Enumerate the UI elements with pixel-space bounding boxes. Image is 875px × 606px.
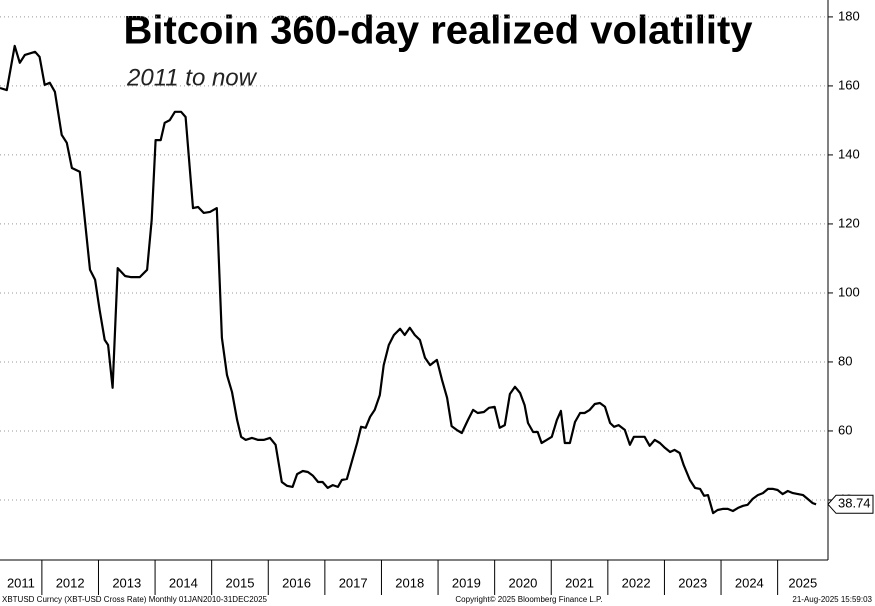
line xyxy=(0,44,817,515)
y-tick-label: 120 xyxy=(838,215,860,230)
x-tick-label: 2012 xyxy=(56,575,85,590)
x-tick-label: 2025 xyxy=(788,575,817,590)
x-tick-label: 2018 xyxy=(395,575,424,590)
x-tick-label: 2017 xyxy=(339,575,368,590)
x-tick-label: 2022 xyxy=(622,575,651,590)
x-tick-label: 2019 xyxy=(452,575,481,590)
x-tick-label: 2021 xyxy=(565,575,594,590)
footer-timestamp: 21-Aug-2025 15:59:03 xyxy=(792,595,872,604)
footer-source: XBTUSD Curncy (XBT-USD Cross Rate) Month… xyxy=(2,595,268,604)
x-tick-label: 2024 xyxy=(735,575,764,590)
chart-title: Bitcoin 360-day realized volatility xyxy=(123,9,753,53)
last-value-label: 38.74 xyxy=(838,496,871,511)
x-tick-label: 2016 xyxy=(282,575,311,590)
y-tick-label: 140 xyxy=(838,146,860,161)
chart-subtitle: 2011 to now xyxy=(126,64,258,91)
y-tick-label: 160 xyxy=(838,77,860,92)
y-tick-label: 180 xyxy=(838,8,860,23)
y-tick-label: 80 xyxy=(838,353,852,368)
x-tick-label: 2013 xyxy=(112,575,141,590)
footer-copyright: Copyright© 2025 Bloomberg Finance L.P. xyxy=(455,595,602,604)
x-tick-label: 2023 xyxy=(678,575,707,590)
x-tick-label: 2015 xyxy=(226,575,255,590)
last-value-pointer xyxy=(827,494,874,514)
y-tick-label: 60 xyxy=(838,422,852,437)
x-tick-label: 2020 xyxy=(508,575,537,590)
y-tick-label: 100 xyxy=(838,284,860,299)
x-tick-label: 2014 xyxy=(169,575,198,590)
x-tick-label: 2011 xyxy=(7,575,35,590)
